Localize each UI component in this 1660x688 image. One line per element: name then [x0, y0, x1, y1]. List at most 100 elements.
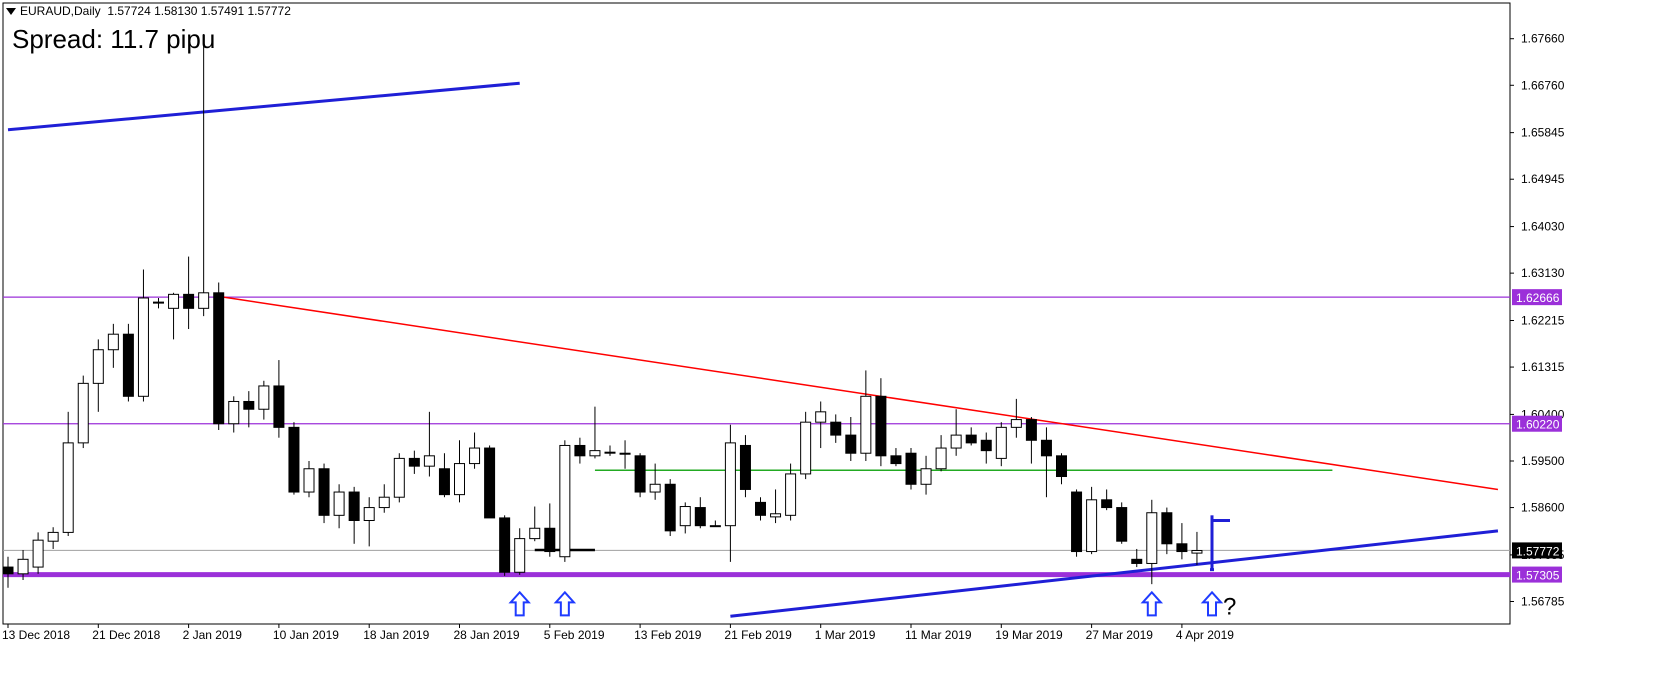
x-tick-label: 13 Feb 2019 — [634, 628, 702, 642]
bull-candle-body — [770, 513, 782, 518]
bull-candle-body — [800, 421, 812, 475]
candle — [77, 375, 89, 449]
candle — [785, 463, 797, 521]
y-tick-label: 1.66760 — [1521, 78, 1565, 92]
bull-candle-body — [950, 434, 962, 449]
candle — [469, 432, 481, 469]
bull-candle-body — [709, 525, 721, 528]
bull-candle-body — [860, 395, 872, 454]
plot-border — [2, 2, 1511, 625]
bull-candle-body — [589, 450, 601, 457]
bull-candle-body — [785, 473, 797, 516]
bear-candle-body — [183, 293, 195, 309]
bear-candle-body — [965, 434, 977, 444]
candle — [107, 323, 119, 368]
bull-candle-body — [679, 506, 691, 527]
x-tick-label: 19 Mar 2019 — [995, 628, 1063, 642]
red-down-trend-line — [218, 295, 1499, 491]
x-tick-label: 28 Jan 2019 — [454, 628, 520, 642]
candle — [198, 34, 210, 317]
bear-candle-body — [544, 527, 556, 553]
y-tick-label: 1.61315 — [1521, 360, 1565, 374]
candle — [694, 497, 706, 529]
candle — [1010, 398, 1022, 438]
candle — [303, 460, 315, 498]
candle — [845, 417, 857, 461]
bear-candle-body — [2, 566, 14, 575]
x-tick-label: 10 Jan 2019 — [273, 628, 339, 642]
candle — [739, 435, 751, 498]
x-tick-label: 21 Dec 2018 — [92, 628, 160, 642]
bear-candle-body — [1040, 439, 1052, 457]
bull-candle-body — [1086, 499, 1098, 553]
candle — [860, 370, 872, 461]
bull-candle-body — [454, 463, 465, 496]
candle — [890, 448, 902, 467]
bear-candle-body — [288, 426, 300, 493]
symbol-timeframe: EURAUD,Daily — [20, 4, 101, 18]
candle — [2, 556, 14, 588]
candle — [1131, 548, 1143, 568]
bull-candle-body — [469, 447, 481, 465]
candle — [770, 489, 782, 524]
candles — [2, 34, 1203, 588]
candle — [32, 532, 44, 574]
price-badge-label: 1.57305 — [1516, 569, 1560, 583]
symbol-header: EURAUD,Daily 1.57724 1.58130 1.57491 1.5… — [6, 4, 291, 18]
bull-candle-body — [1146, 512, 1158, 564]
candle — [258, 380, 270, 420]
bull-candle-body — [92, 349, 104, 384]
bear-candle-body — [499, 517, 511, 573]
bear-candle-body — [875, 395, 887, 457]
bull-candle-body — [378, 496, 390, 509]
bull-candle-body — [559, 444, 571, 558]
candle — [393, 453, 405, 503]
bull-candle-body — [168, 293, 180, 309]
price-badge — [1512, 289, 1562, 306]
bear-candle-body — [1116, 507, 1128, 542]
candle — [348, 486, 360, 544]
candle — [137, 269, 149, 402]
spread-label: Spread: 11.7 pipu — [12, 24, 216, 54]
candle — [363, 497, 375, 547]
bull-candle-body — [107, 333, 119, 351]
candle — [514, 528, 526, 575]
bull-candle-body — [77, 382, 89, 444]
candle — [228, 396, 240, 433]
bear-candle-body — [438, 468, 450, 496]
ohlc-readout: 1.57724 1.58130 1.57491 1.57772 — [107, 4, 291, 18]
candle — [589, 406, 601, 459]
dropdown-triangle-icon[interactable] — [6, 8, 16, 16]
bear-candle-body — [890, 455, 902, 465]
bear-candle-body — [980, 439, 992, 452]
bear-candle-body — [1161, 512, 1173, 545]
bull-candle-body — [198, 292, 210, 309]
x-tick-label: 11 Mar 2019 — [905, 628, 972, 642]
candle — [92, 339, 104, 412]
bull-candle-body — [1191, 550, 1203, 554]
y-tick-label: 1.56785 — [1521, 594, 1565, 608]
bull-candle-body — [137, 297, 149, 397]
bear-candle-body — [1025, 419, 1037, 441]
candle — [965, 427, 977, 446]
y-tick-label: 1.64945 — [1521, 172, 1565, 186]
bull-candle-body — [17, 558, 29, 575]
candle — [574, 437, 586, 464]
bear-candle-body — [694, 507, 706, 527]
x-tick-label: 21 Feb 2019 — [724, 628, 792, 642]
bull-candle-body — [995, 426, 1007, 459]
bear-candle-body — [1101, 499, 1113, 509]
candle — [1101, 489, 1113, 511]
bull-candle-body — [47, 531, 59, 542]
candle — [1071, 489, 1083, 557]
x-tick-label: 5 Feb 2019 — [544, 628, 605, 642]
y-tick-label: 1.67660 — [1521, 32, 1565, 46]
y-tick-label: 1.65845 — [1521, 126, 1565, 140]
candle — [438, 453, 450, 498]
price-badge-label: 1.62666 — [1516, 291, 1560, 305]
bull-candle-body — [62, 442, 74, 533]
candle — [920, 455, 932, 495]
question-mark: ? — [1223, 593, 1236, 620]
